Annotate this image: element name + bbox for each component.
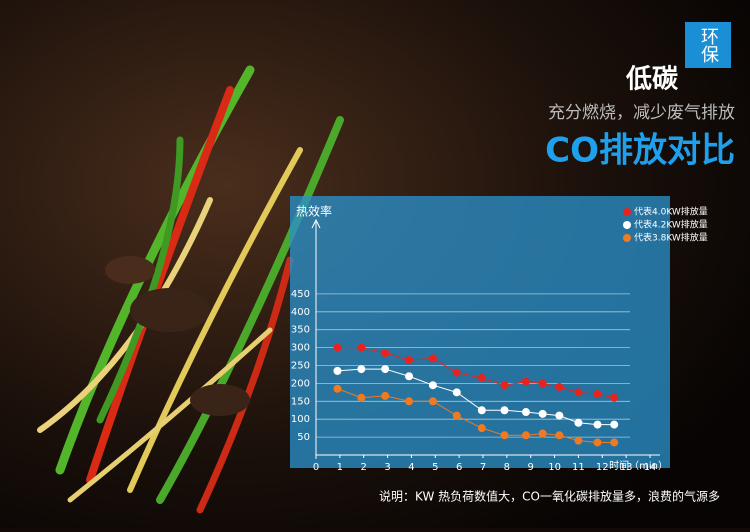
data-point [500,381,509,390]
x-tick-label: 5 [432,462,438,473]
x-tick-label: 8 [504,462,510,473]
x-axis-title: 时间（min） [609,459,668,472]
data-point [500,431,509,440]
x-tick-label: 10 [548,462,561,473]
data-point [574,436,583,445]
data-point [610,420,619,429]
y-tick-label: 100 [291,414,310,425]
y-tick-label: 350 [291,325,310,336]
data-point [610,438,619,447]
data-point [428,381,437,390]
data-point [452,388,461,397]
legend-label: 代表3.8KW排放量 [634,232,708,244]
x-tick-label: 12 [596,462,609,473]
x-tick-label: 1 [337,462,343,473]
data-point [381,391,390,400]
data-point [538,379,547,388]
data-point [381,365,390,374]
data-point [357,343,366,352]
data-point [538,409,547,418]
badge-box [685,22,731,68]
data-point [574,418,583,427]
data-point [333,343,342,352]
y-axis-title: 热效率 [296,204,332,219]
data-point [405,356,414,365]
y-tick-label: 400 [291,307,310,318]
data-point [500,406,509,415]
heading: 低碳 [625,65,679,95]
food-decoration [37,65,344,514]
y-tick-label: 450 [291,289,310,300]
data-point [555,382,564,391]
data-point [555,411,564,420]
data-point [357,393,366,402]
legend-label: 代表4.0KW排放量 [634,206,708,218]
data-point [452,411,461,420]
data-point [333,384,342,393]
y-tick-label: 300 [291,343,310,354]
chart-title: CO排放对比 [545,131,735,171]
plot-panel [290,196,670,468]
x-tick-label: 6 [456,462,462,473]
y-tick-label: 150 [291,396,310,407]
data-point [381,348,390,357]
data-point [593,438,602,447]
legend-marker [623,208,631,216]
x-tick-label: 4 [408,462,414,473]
data-point [405,372,414,381]
x-tick-label: 13 [620,462,633,473]
data-point [333,366,342,375]
data-point [610,393,619,402]
data-point [574,388,583,397]
x-tick-label: 3 [384,462,390,473]
data-point [477,424,486,433]
data-point [593,390,602,399]
x-tick-label: 11 [572,462,585,473]
data-point [555,431,564,440]
data-point [452,368,461,377]
y-tick-label: 250 [291,361,310,372]
note: 说明：KW 热负荷数值大，CO一氧化碳排放量多，浪费的气源多 [379,489,720,504]
data-point [405,397,414,406]
data-point [521,431,530,440]
data-point [428,397,437,406]
data-point [357,365,366,374]
badge: 环保 [698,27,719,63]
x-tick-label: 9 [528,462,534,473]
legend-label: 代表4.2KW排放量 [634,219,708,231]
data-point [477,406,486,415]
legend-marker [623,221,631,229]
data-point [428,354,437,363]
data-point [521,377,530,386]
data-point [521,408,530,417]
data-point [593,420,602,429]
x-tick-label: 14 [644,462,657,473]
data-point [538,429,547,438]
x-tick-label: 7 [480,462,486,473]
subtitle: 充分燃烧，减少废气排放 [548,103,735,123]
x-tick-label: 0 [313,462,319,473]
data-point [477,374,486,383]
x-tick-label: 2 [361,462,367,473]
legend-marker [623,234,631,242]
y-axis-arrow [311,218,321,229]
y-tick-label: 200 [291,378,310,389]
y-tick-label: 50 [297,432,310,443]
